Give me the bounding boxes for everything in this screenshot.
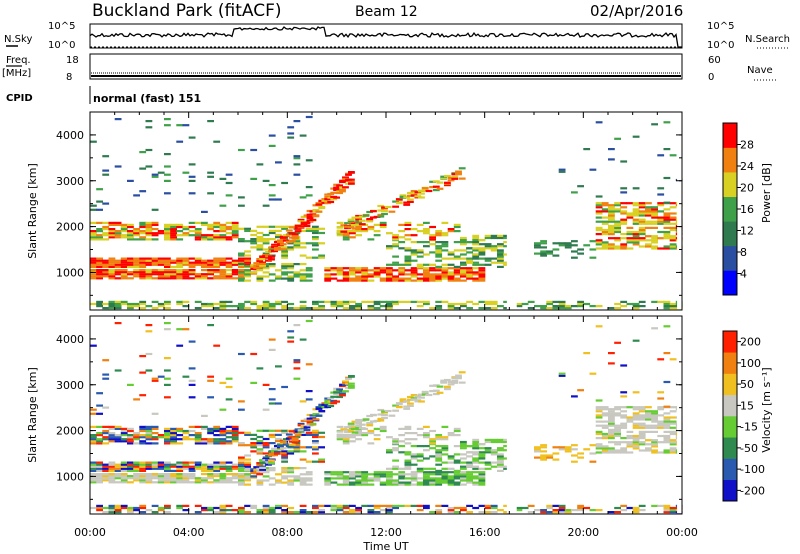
power-colorbar-label: Power [dB] [760, 163, 773, 223]
x-tick-4: 16:00 [469, 526, 501, 539]
x-tick-3: 12:00 [370, 526, 402, 539]
power-colorbar-step-1 [723, 245, 737, 271]
freq-tick-top: 18 [66, 55, 79, 66]
power-panel: 1000 2000 3000 4000 Slant Range [km] [26, 111, 683, 311]
x-tick-1: 04:00 [173, 526, 205, 539]
velocity-colorbar-tick-2: 50 [740, 378, 754, 391]
power-ylabel: Slant Range [km] [26, 163, 39, 259]
power-colorbar-step-2 [723, 221, 737, 247]
x-tick-0: 00:00 [74, 526, 106, 539]
velocity-colorbar-step-0 [723, 479, 737, 502]
nave-label: Nave [747, 65, 773, 76]
velocity-colorbar-tick-1: 100 [740, 357, 761, 370]
power-colorbar-tick-3: 16 [740, 203, 754, 216]
power-colorbar-step-4 [723, 172, 737, 198]
x-tick-5: 20:00 [567, 526, 599, 539]
power-ytick-3: 4000 [56, 129, 84, 142]
velocity-colorbar-step-5 [723, 373, 737, 396]
velocity-colorbar-step-3 [723, 416, 737, 438]
velocity-ytick-3: 4000 [56, 333, 84, 346]
nsearch-tick-bottom: 10^0 [707, 40, 734, 51]
freq-tick-bottom: 8 [66, 72, 72, 83]
velocity-data [90, 317, 683, 514]
nsearch-label: N.Search [745, 34, 790, 45]
velocity-colorbar-step-7 [723, 331, 737, 353]
cpid-label: CPID [6, 93, 33, 104]
velocity-colorbar-label: Velocity [m s⁻¹] [760, 367, 773, 452]
velocity-panel: 1000 2000 3000 4000 Slant Range [km] [26, 315, 683, 515]
nave-tick-top: 60 [708, 55, 721, 66]
power-data [90, 113, 683, 310]
x-axis-label: Time UT [362, 540, 408, 553]
site-title: Buckland Park (fitACF) [92, 1, 282, 21]
nsky-tick-bottom: 10^0 [48, 40, 75, 51]
power-colorbar-tick-1: 24 [740, 160, 754, 173]
x-tick-6: 00:00 [666, 526, 698, 539]
power-colorbar-tick-6: 4 [740, 268, 747, 281]
velocity-colorbar: 200 100 50 15 -15 -50 -100 -200 [722, 330, 765, 502]
velocity-ytick-2: 3000 [56, 379, 84, 392]
velocity-colorbar-step-1 [723, 458, 737, 481]
velocity-colorbar-step-4 [723, 394, 737, 417]
power-colorbar-step-0 [723, 270, 737, 296]
nsky-tick-top: 10^5 [48, 21, 75, 32]
power-colorbar-step-3 [723, 196, 737, 222]
velocity-ytick-0: 1000 [56, 470, 84, 483]
nsky-trace [89, 26, 682, 48]
velocity-colorbar-tick-4: -15 [740, 421, 758, 434]
freq-label: Freq. [6, 55, 31, 66]
power-colorbar-step-5 [723, 147, 737, 173]
power-ytick-2: 3000 [56, 175, 84, 188]
velocity-colorbar-tick-5: -50 [740, 442, 758, 455]
power-ytick-1: 2000 [56, 221, 84, 234]
power-ytick-0: 1000 [56, 266, 84, 279]
beam-label: Beam 12 [355, 4, 418, 20]
power-colorbar-step-6 [723, 123, 737, 148]
power-colorbar: 28 24 20 16 12 8 4 [722, 122, 754, 296]
x-tick-2: 08:00 [271, 526, 303, 539]
velocity-ytick-1: 2000 [56, 425, 84, 438]
date-label: 02/Apr/2016 [590, 2, 683, 20]
velocity-ylabel: Slant Range [km] [26, 367, 39, 463]
cpid-value: normal (fast) 151 [93, 92, 201, 105]
nsearch-tick-top: 10^5 [707, 21, 734, 32]
power-colorbar-tick-4: 12 [740, 225, 754, 238]
nsky-label: N.Sky [4, 34, 32, 45]
power-colorbar-tick-0: 28 [740, 139, 754, 152]
velocity-colorbar-step-6 [723, 352, 737, 374]
nave-tick-bottom: 0 [708, 72, 714, 83]
velocity-colorbar-step-2 [723, 437, 737, 459]
freq-panel: Freq. [MHz] 18 8 60 0 Nave [2, 53, 778, 83]
noise-panel: N.Sky 10^5 10^0 10^5 10^0 N.Search [4, 21, 790, 51]
velocity-colorbar-tick-3: 15 [740, 399, 754, 412]
velocity-colorbar-tick-7: -200 [740, 484, 765, 497]
freq-unit: [MHz] [2, 68, 31, 79]
power-colorbar-tick-5: 8 [740, 246, 747, 259]
power-colorbar-tick-2: 20 [740, 182, 754, 195]
velocity-colorbar-tick-6: -100 [740, 463, 765, 476]
velocity-colorbar-tick-0: 200 [740, 336, 761, 349]
